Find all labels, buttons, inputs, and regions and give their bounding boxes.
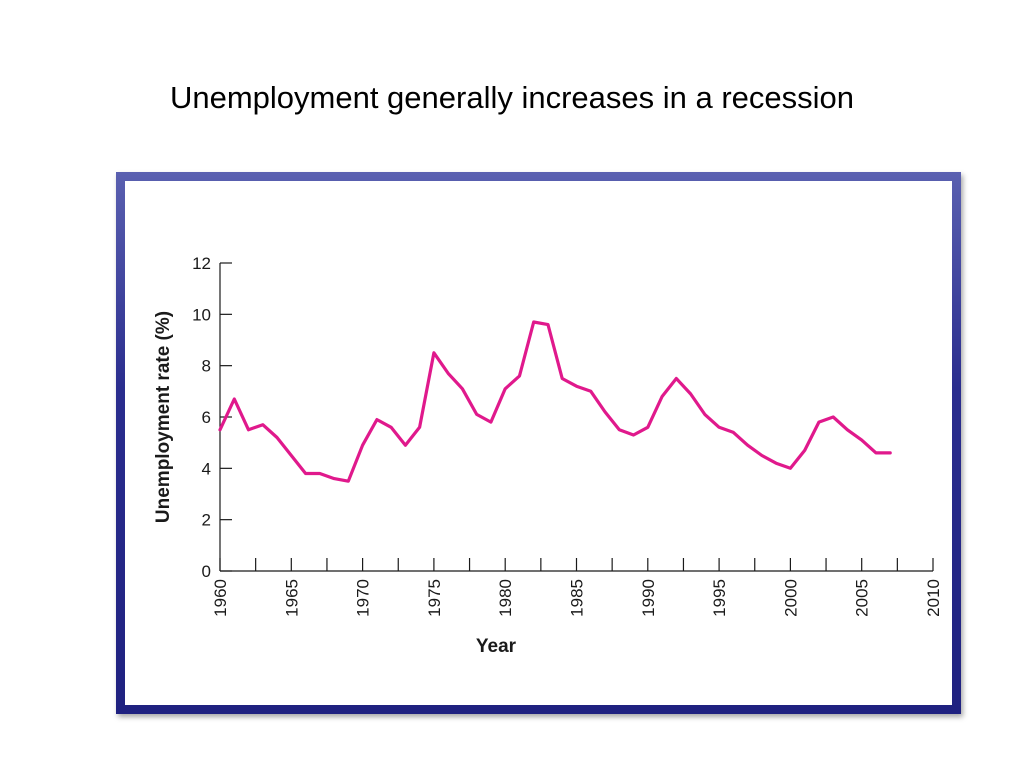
y-tick-label: 10 [192,305,211,324]
x-tick-label: 1995 [710,579,729,617]
axes [219,263,933,572]
y-tick-label: 2 [202,511,211,530]
y-axis-ticks: 0 2 4 6 8 10 12 [192,254,232,581]
x-tick-label: 2005 [853,579,872,617]
x-tick-label: 1975 [425,579,444,617]
x-tick-label: 2000 [781,579,800,617]
x-axis-title: Year [476,636,517,657]
chart-frame: 0 2 4 6 8 10 12 1960 1965 1970 1975 1980 1985 1990 19… [116,172,961,714]
x-axis-ticks: 1960 1965 1970 1975 1980 1985 1990 1995 2000 2005… [211,558,943,617]
chart-panel: 0 2 4 6 8 10 12 1960 1965 1970 1975 1980 1985 1990 19… [125,181,952,705]
x-tick-label: 1980 [496,579,515,617]
y-axis-title: Unemployment rate (%) [153,311,174,523]
x-tick-label: 1970 [354,579,373,617]
series-group [218,320,892,483]
x-tick-label: 1960 [211,579,230,617]
x-tick-label: 1985 [568,579,587,617]
unemployment-rate-line [218,320,892,483]
x-tick-label: 1990 [639,579,658,617]
y-tick-label: 12 [192,254,211,273]
y-tick-label: 0 [202,562,211,581]
slide-title: Unemployment generally increases in a re… [169,80,855,115]
x-tick-label: 2010 [924,579,943,617]
x-tick-label: 1965 [282,579,301,617]
y-tick-label: 6 [202,408,211,427]
y-tick-label: 4 [202,459,211,478]
y-tick-label: 8 [202,357,211,376]
